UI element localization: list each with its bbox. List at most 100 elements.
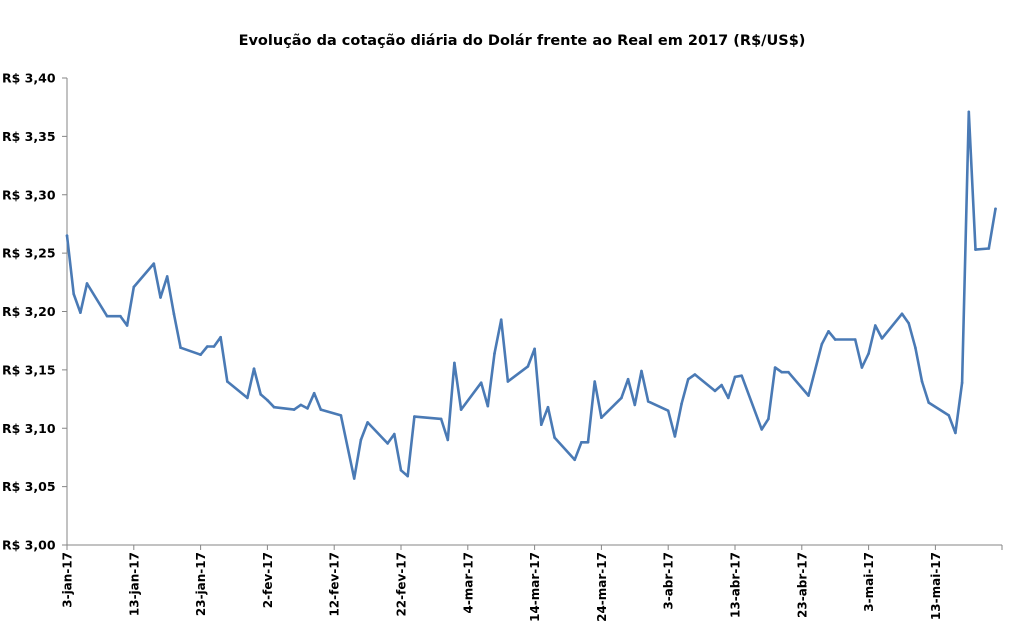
data-point: [820, 342, 824, 346]
data-point: [486, 404, 490, 408]
data-point: [740, 374, 743, 378]
chart-title: Evolução da cotação diária do Dolár fren…: [239, 33, 806, 49]
data-point: [553, 436, 556, 439]
data-point: [299, 403, 303, 407]
data-point: [646, 400, 650, 403]
data-point: [727, 396, 730, 400]
data-point: [526, 365, 530, 368]
data-point: [406, 474, 409, 478]
data-point: [219, 335, 222, 339]
data-point: [226, 380, 229, 383]
series-line: [65, 110, 997, 480]
data-point: [446, 438, 450, 442]
y-tick-label: R$ 3,40: [2, 71, 56, 86]
data-point: [252, 367, 256, 371]
data-point: [292, 408, 296, 411]
data-point: [787, 370, 790, 374]
y-tick-label: R$ 3,10: [2, 421, 56, 436]
data-point: [580, 440, 583, 444]
x-axis-ticks: 3-jan-17 13-jan-17 23-jan-17 2-fev-17 12-fev…: [61, 545, 1003, 622]
data-point: [733, 375, 737, 379]
x-tick-label: 23-abr-17: [795, 552, 809, 618]
data-point: [626, 377, 630, 381]
x-tick-label: 4-mar-17: [461, 552, 475, 614]
data-point: [319, 408, 323, 411]
data-point: [79, 311, 82, 314]
data-point: [72, 292, 75, 296]
data-point: [259, 393, 263, 396]
axes: [66, 78, 1002, 546]
y-tick-label: R$ 3,25: [2, 246, 56, 261]
y-axis-ticks: R$ 3,00 R$ 3,05 R$ 3,10 R$ 3,15 R$ 3,20 R$ 3,…: [2, 71, 67, 553]
data-point: [593, 380, 597, 383]
data-point: [205, 345, 209, 348]
data-point: [393, 432, 396, 436]
x-tick-label: 12-fev-17: [328, 552, 342, 617]
data-point: [85, 282, 89, 285]
data-point: [867, 352, 870, 355]
data-point: [453, 361, 456, 365]
y-tick-label: R$ 3,05: [2, 479, 56, 494]
data-point: [386, 442, 389, 445]
data-point: [967, 110, 971, 114]
data-point: [152, 262, 156, 265]
data-point: [600, 416, 603, 420]
data-point: [533, 347, 536, 351]
data-point: [399, 468, 403, 472]
x-tick-label: 24-mar-17: [595, 552, 609, 622]
data-point: [105, 314, 109, 318]
data-point: [479, 381, 483, 385]
x-tick-label: 3-jan-17: [61, 552, 75, 608]
data-point: [720, 383, 723, 387]
data-point: [907, 321, 910, 325]
x-tick-label: 14-mar-17: [528, 552, 542, 622]
x-tick-label: 2-fev-17: [261, 552, 275, 608]
series-group: [65, 110, 997, 480]
data-point: [132, 285, 136, 289]
x-tick-label: 13-abr-17: [729, 552, 743, 618]
data-point: [773, 366, 777, 369]
x-tick-label: 22-fev-17: [395, 552, 409, 617]
data-point: [920, 380, 924, 383]
data-point: [713, 389, 717, 393]
data-point: [974, 248, 977, 251]
data-point: [960, 381, 964, 385]
x-tick-label: 3-abr-17: [662, 552, 676, 610]
data-point: [119, 314, 122, 318]
data-point: [873, 324, 877, 327]
data-point: [827, 330, 830, 333]
data-point: [493, 352, 496, 355]
y-tick-label: R$ 3,00: [2, 538, 56, 553]
data-point: [914, 346, 917, 349]
data-point: [439, 417, 443, 421]
data-point: [833, 338, 837, 341]
x-tick-label: 13-mai-17: [929, 552, 943, 620]
data-point: [947, 414, 951, 417]
data-point: [666, 409, 670, 413]
data-point: [633, 403, 637, 407]
data-point: [506, 380, 510, 383]
y-tick-label: R$ 3,15: [2, 362, 56, 377]
data-point: [693, 373, 697, 376]
data-point: [272, 405, 276, 409]
data-point: [573, 458, 576, 462]
data-point: [620, 396, 623, 400]
x-tick-label: 13-jan-17: [127, 552, 141, 616]
data-point: [459, 408, 463, 411]
x-tick-label: 23-jan-17: [194, 552, 208, 616]
y-tick-label: R$ 3,30: [2, 187, 56, 202]
data-point: [165, 275, 169, 278]
data-point: [954, 431, 957, 435]
y-tick-label: R$ 3,35: [2, 129, 56, 144]
data-point: [212, 345, 216, 348]
data-point: [927, 401, 931, 404]
data-point: [65, 234, 69, 237]
data-point: [179, 346, 182, 349]
data-point: [586, 440, 590, 444]
data-point: [853, 338, 857, 341]
data-point: [987, 247, 991, 250]
data-point: [640, 369, 643, 373]
x-tick-label: 3-mai-17: [862, 552, 876, 612]
data-point: [539, 423, 543, 427]
